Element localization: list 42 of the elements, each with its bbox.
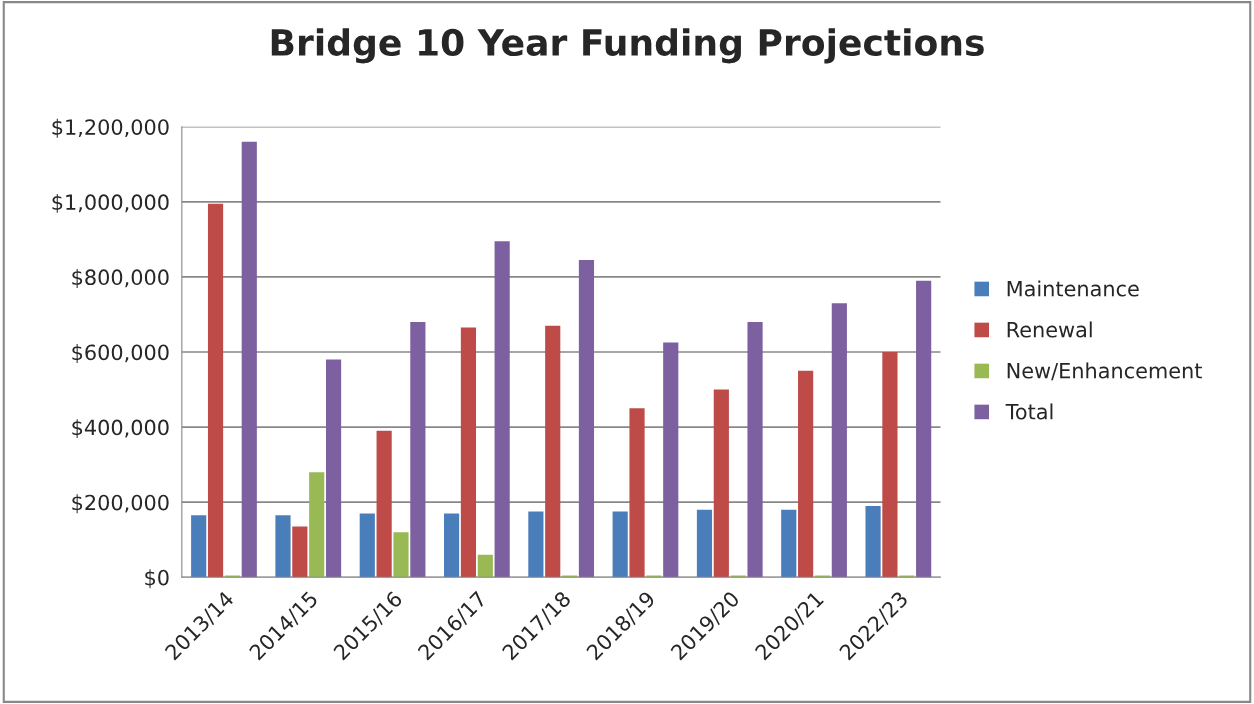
bar bbox=[309, 472, 325, 578]
y-tick-label: $1,200,000 bbox=[52, 118, 169, 138]
bar bbox=[696, 509, 713, 578]
legend-label: Renewal bbox=[1007, 321, 1092, 338]
y-tick-label: $1,000,000 bbox=[52, 193, 169, 213]
bar bbox=[663, 342, 679, 578]
bar bbox=[831, 303, 847, 578]
bar bbox=[494, 241, 510, 578]
bar bbox=[545, 325, 561, 578]
y-tick-label: $800,000 bbox=[72, 268, 169, 288]
y-tick-label: $0 bbox=[145, 569, 169, 589]
bar bbox=[612, 511, 628, 578]
bar bbox=[781, 509, 797, 578]
y-tick-label: $200,000 bbox=[72, 494, 169, 514]
bar bbox=[528, 511, 544, 578]
bar bbox=[207, 203, 224, 578]
bar bbox=[629, 408, 645, 578]
legend-label: Maintenance bbox=[1007, 280, 1139, 297]
bar bbox=[241, 141, 257, 578]
bar bbox=[376, 430, 392, 578]
bar bbox=[798, 370, 814, 578]
bar bbox=[191, 515, 207, 578]
bar bbox=[393, 532, 409, 578]
bar bbox=[443, 513, 460, 578]
chart-title: Bridge 10 Year Funding Projections bbox=[271, 28, 984, 64]
y-tick-label: $400,000 bbox=[72, 419, 169, 439]
bar bbox=[916, 280, 932, 578]
y-tick-label: $600,000 bbox=[72, 344, 169, 363]
bar bbox=[325, 359, 342, 578]
legend-label: Total bbox=[1005, 403, 1053, 420]
bar bbox=[275, 515, 291, 578]
bar bbox=[713, 389, 729, 578]
bar bbox=[292, 526, 308, 578]
bar bbox=[477, 554, 493, 578]
legend-label: New/Enhancement bbox=[1007, 362, 1202, 381]
bar bbox=[747, 321, 763, 578]
bar bbox=[359, 513, 375, 578]
bar bbox=[410, 321, 426, 578]
bar bbox=[865, 505, 881, 578]
bar bbox=[882, 352, 898, 578]
bar bbox=[578, 260, 595, 578]
bar bbox=[460, 327, 477, 578]
